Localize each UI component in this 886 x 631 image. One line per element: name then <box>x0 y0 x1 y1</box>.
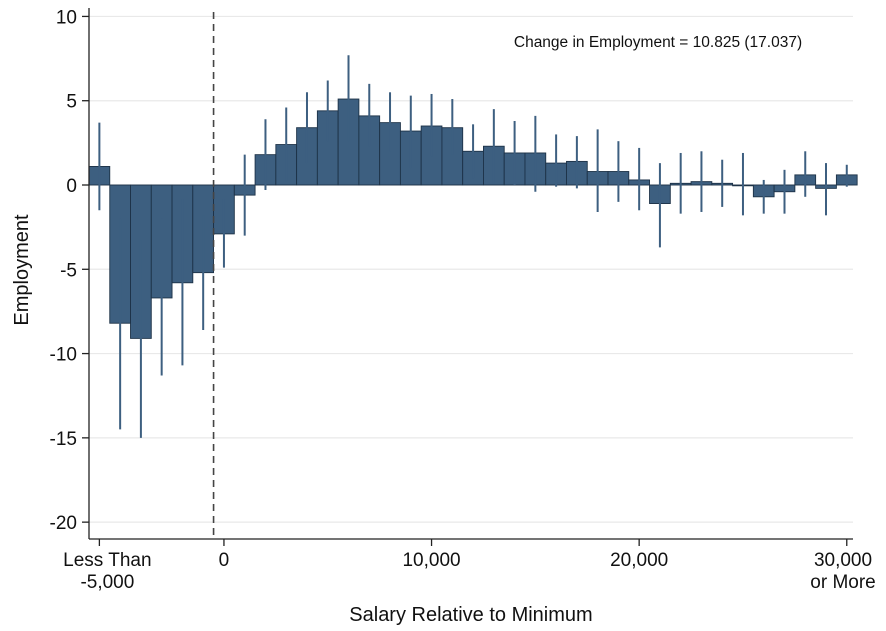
x-tick-label-3-0: 20,000 <box>610 550 668 571</box>
y-tick-label-0: 10 <box>56 7 77 28</box>
x-tick-label-4-0: 30,000 <box>814 550 872 571</box>
confidence-interval-layer <box>98 55 848 438</box>
y-tick-label-2: 0 <box>66 176 77 197</box>
y-tick-label-4: -10 <box>50 345 77 366</box>
x-axis-title: Salary Relative to Minimum <box>349 604 592 626</box>
y-axis-title: Employment <box>11 214 33 326</box>
x-tick-label-4-1: or More <box>810 572 875 593</box>
x-tick-label-0-0: Less Than <box>63 550 151 571</box>
chart-annotation: Change in Employment = 10.825 (17.037) <box>514 34 802 51</box>
y-tick-label-3: -5 <box>60 260 77 281</box>
y-tick-label-6: -20 <box>50 513 77 534</box>
x-tick-label-0-1: -5,000 <box>80 572 134 593</box>
y-tick-label-5: -15 <box>50 429 77 450</box>
x-tick-label-2-0: 10,000 <box>402 550 460 571</box>
x-tick-label-1-0: 0 <box>219 550 230 571</box>
axes-layer <box>88 8 853 540</box>
y-tick-label-1: 5 <box>66 92 77 113</box>
y-tick-layer: 10 5 0 -5 -10 -15 -20 <box>50 7 89 534</box>
